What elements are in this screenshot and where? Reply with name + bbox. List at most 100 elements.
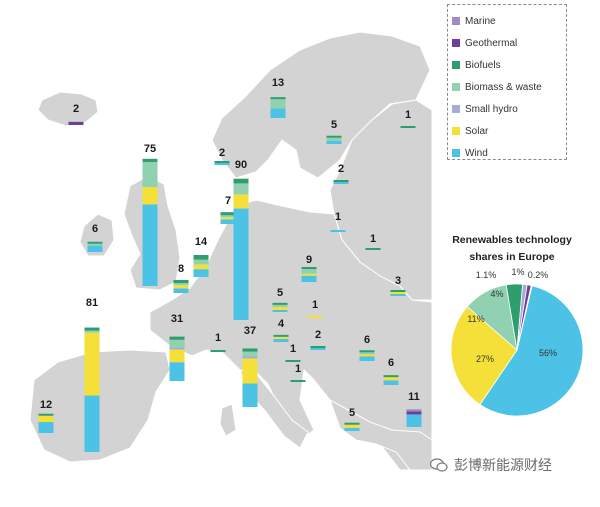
country-bar: 4 <box>273 318 289 342</box>
legend-swatch <box>452 127 460 135</box>
country-bar: 1 <box>210 332 226 352</box>
bar-segment-biofuels <box>233 178 249 184</box>
bar-segment-solar <box>383 377 399 381</box>
bar-segment-biomass <box>233 183 249 195</box>
bar-segment-biomass <box>173 283 189 286</box>
pie-slice-label: 0.2% <box>528 270 549 280</box>
bar-segment-biofuels <box>365 248 381 250</box>
pie-title-line2: shares in Europe <box>469 251 555 263</box>
country-bar: 1 <box>307 299 323 318</box>
bar-segment-biofuels <box>273 334 289 337</box>
iceland-shape <box>37 91 99 127</box>
legend-item: Wind <box>452 142 562 164</box>
bar-segment-solar <box>193 264 209 270</box>
country-value-label: 6 <box>388 357 394 369</box>
country-bar: 31 <box>169 313 185 381</box>
country-bar: 37 <box>242 325 258 407</box>
pie-slice <box>450 306 518 406</box>
pie-title-line1: Renewables technology <box>452 234 572 246</box>
bar-segment-wind <box>242 383 258 407</box>
country-value-label: 3 <box>395 275 401 287</box>
bar-segment-wind <box>359 356 375 361</box>
bar-segment-biofuels <box>214 161 230 163</box>
bar-segment-biofuels <box>193 255 209 260</box>
country-value-label: 1 <box>370 233 376 245</box>
country-bar: 7 <box>220 195 236 224</box>
legend-item: Geothermal <box>452 32 562 54</box>
legend-label: Marine <box>465 15 496 27</box>
bar-segment-wind <box>333 182 349 184</box>
bar-segment-wind <box>326 140 342 144</box>
bar-segment-biofuels <box>38 413 54 416</box>
bar-segment-wind <box>142 204 158 286</box>
legend-swatch <box>452 61 460 69</box>
country-bar: 5 <box>326 119 342 144</box>
country-bar: 1 <box>365 233 381 250</box>
country-value-label: 12 <box>40 399 52 411</box>
country-bar: 90 <box>233 159 249 320</box>
scandinavia-shape <box>211 31 431 179</box>
country-value-label: 90 <box>235 159 247 171</box>
country-bar: 11 <box>406 391 422 427</box>
country-bar: 5 <box>344 407 360 431</box>
country-value-label: 8 <box>178 263 184 275</box>
bar-segment-solar <box>242 358 258 384</box>
pie-slice-label: 1% <box>511 267 524 277</box>
country-value-label: 1 <box>295 363 301 375</box>
bar-segment-wind <box>233 208 249 320</box>
country-value-label: 81 <box>86 297 98 309</box>
legend-label: Biofuels <box>465 59 501 71</box>
pie-title: Renewables technology shares in Europe <box>437 232 587 266</box>
watermark-text: 彭博新能源财经 <box>454 457 552 473</box>
bar-segment-biofuels <box>84 327 100 331</box>
country-bar: 14 <box>193 236 209 277</box>
country-value-label: 5 <box>277 287 283 299</box>
bar-segment-wind <box>310 348 326 350</box>
bar-segment-solar <box>390 292 406 294</box>
bar-segment-biofuels <box>333 180 349 182</box>
country-value-label: 75 <box>144 143 156 155</box>
legend-label: Small hydro <box>465 103 518 115</box>
bar-segment-solar <box>359 354 375 357</box>
bar-segment-biofuels <box>242 348 258 352</box>
country-value-label: 1 <box>335 211 341 223</box>
bar-segment-biofuels <box>400 126 416 128</box>
country-value-label: 5 <box>349 407 355 419</box>
bar-segment-biofuels <box>270 97 286 100</box>
pie-slice-label: 27% <box>476 354 494 364</box>
bar-segment-biofuels <box>142 158 158 162</box>
legend-swatch <box>452 17 460 25</box>
country-bar: 3 <box>390 275 406 296</box>
bar-segment-biofuels <box>390 290 406 292</box>
legend-label: Geothermal <box>465 37 518 49</box>
country-bar: 5 <box>272 287 288 312</box>
bar-segment-biofuels <box>173 280 189 284</box>
bar-segment-biomass <box>242 351 258 357</box>
pie-chart: 56% 27% 11% 4% 1.1% 1% 0.2% <box>450 267 584 417</box>
legend-label: Solar <box>465 125 489 137</box>
bar-segment-biofuels <box>169 336 185 340</box>
country-value-label: 14 <box>195 236 208 248</box>
bar-segment-wind <box>272 310 288 312</box>
legend-swatch <box>452 105 460 113</box>
pie-slice-label: 56% <box>539 348 557 358</box>
country-value-label: 1 <box>405 109 411 121</box>
bar-segment-biomass <box>87 243 103 246</box>
bar-segment-wind <box>390 294 406 296</box>
pie-slice <box>516 285 533 351</box>
legend-label: Wind <box>465 147 488 159</box>
country-bar: 1 <box>285 343 301 362</box>
bar-segment-biofuels <box>326 135 342 138</box>
bar-segment-biofuels <box>285 360 301 362</box>
legend-item: Small hydro <box>452 98 562 120</box>
bar-segment-geo <box>406 411 422 415</box>
bar-segment-biomass <box>220 215 236 218</box>
legend-swatch <box>452 83 460 91</box>
bar-segment-biomass <box>193 259 209 265</box>
bar-segment-biomass <box>326 137 342 141</box>
bar-segment-hydro <box>242 356 258 359</box>
country-bar: 1 <box>400 109 416 128</box>
bar-segment-biomass <box>301 269 317 274</box>
country-value-label: 1 <box>290 343 296 355</box>
